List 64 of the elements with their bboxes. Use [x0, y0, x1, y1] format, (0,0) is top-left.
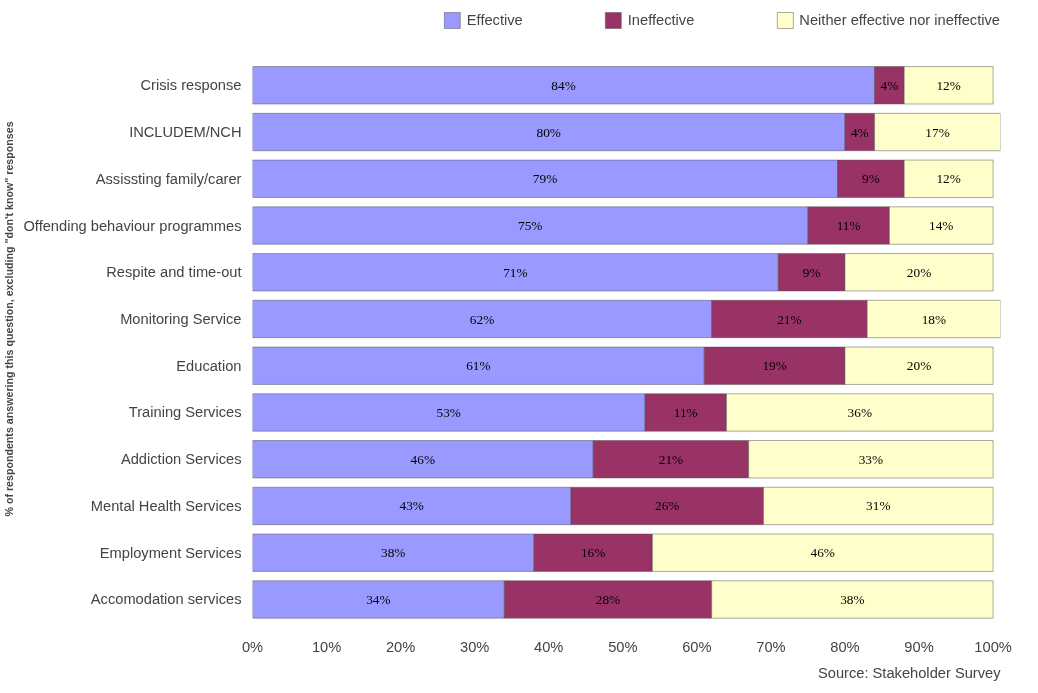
x-tick-label: 70% — [756, 638, 786, 655]
data-label: 4% — [850, 124, 869, 140]
data-label: 14% — [929, 218, 954, 234]
y-tick-label: Training Services — [128, 404, 242, 421]
x-tick-label: 90% — [904, 638, 934, 655]
data-label: 20% — [906, 358, 932, 374]
data-label: 75% — [518, 218, 543, 234]
y-tick-label: Mental Health Services — [90, 497, 242, 514]
data-label: 71% — [503, 264, 528, 280]
y-tick-label: Addiction Services — [120, 451, 242, 468]
x-tick-label: 60% — [682, 638, 712, 655]
x-tick-label: 10% — [311, 638, 342, 655]
data-label: 79% — [532, 171, 558, 187]
legend-label: Ineffective — [627, 12, 695, 28]
x-tick-label: 30% — [460, 638, 490, 655]
x-tick-label: 80% — [830, 638, 860, 655]
data-label: 84% — [551, 77, 576, 93]
y-axis-title: % of respondents answering this question, excluding "don't know" responses — [3, 121, 16, 517]
data-label: 61% — [466, 358, 491, 374]
data-label: 38% — [840, 591, 865, 607]
data-label: 31% — [866, 498, 891, 514]
data-label: 53% — [436, 404, 461, 420]
data-label: 43% — [399, 498, 424, 514]
legend-label: Effective — [466, 12, 523, 28]
y-tick-label: Assissting family/carer — [95, 170, 242, 187]
y-tick-label: INCLUDEM/NCH — [129, 124, 242, 141]
data-label: 12% — [936, 171, 961, 187]
data-label: 19% — [762, 358, 787, 374]
data-label: 26% — [655, 498, 680, 514]
data-label: 28% — [595, 591, 621, 607]
y-tick-label: Monitoring Service — [120, 311, 242, 327]
source-note: Source: Stakeholder Survey — [818, 664, 1002, 681]
data-label: 9% — [802, 264, 821, 280]
data-label: 11% — [836, 218, 861, 234]
data-label: 36% — [847, 404, 873, 420]
data-label: 21% — [777, 311, 802, 327]
y-tick-label: Offending behaviour programmes — [23, 217, 242, 234]
y-tick-label: Accomodation services — [90, 591, 242, 608]
x-tick-label: 100% — [974, 638, 1012, 655]
data-label: 9% — [862, 171, 880, 187]
data-label: 62% — [469, 311, 495, 327]
data-label: 11% — [673, 404, 698, 420]
data-label: 80% — [536, 124, 561, 140]
legend-label: Neither effective nor ineffective — [799, 12, 1000, 28]
x-tick-label: 0% — [241, 638, 264, 655]
x-tick-label: 50% — [608, 638, 638, 655]
data-label: 33% — [858, 451, 884, 467]
data-label: 21% — [658, 451, 684, 467]
data-label: 17% — [925, 124, 950, 140]
data-label: 34% — [366, 591, 391, 607]
y-tick-label: Education — [176, 357, 242, 374]
data-label: 38% — [381, 545, 406, 561]
y-tick-label: Employment Services — [99, 544, 242, 561]
y-tick-label: Respite and time-out — [106, 264, 242, 281]
data-label: 46% — [810, 545, 835, 561]
data-label: 20% — [906, 264, 932, 280]
data-label: 12% — [936, 77, 961, 93]
data-label: 16% — [580, 545, 606, 561]
x-tick-label: 40% — [534, 638, 564, 655]
data-label: 4% — [880, 77, 899, 93]
x-tick-label: 20% — [385, 638, 416, 655]
data-label: 46% — [410, 451, 436, 467]
data-label: 18% — [921, 311, 947, 327]
y-tick-label: Crisis response — [140, 77, 242, 94]
